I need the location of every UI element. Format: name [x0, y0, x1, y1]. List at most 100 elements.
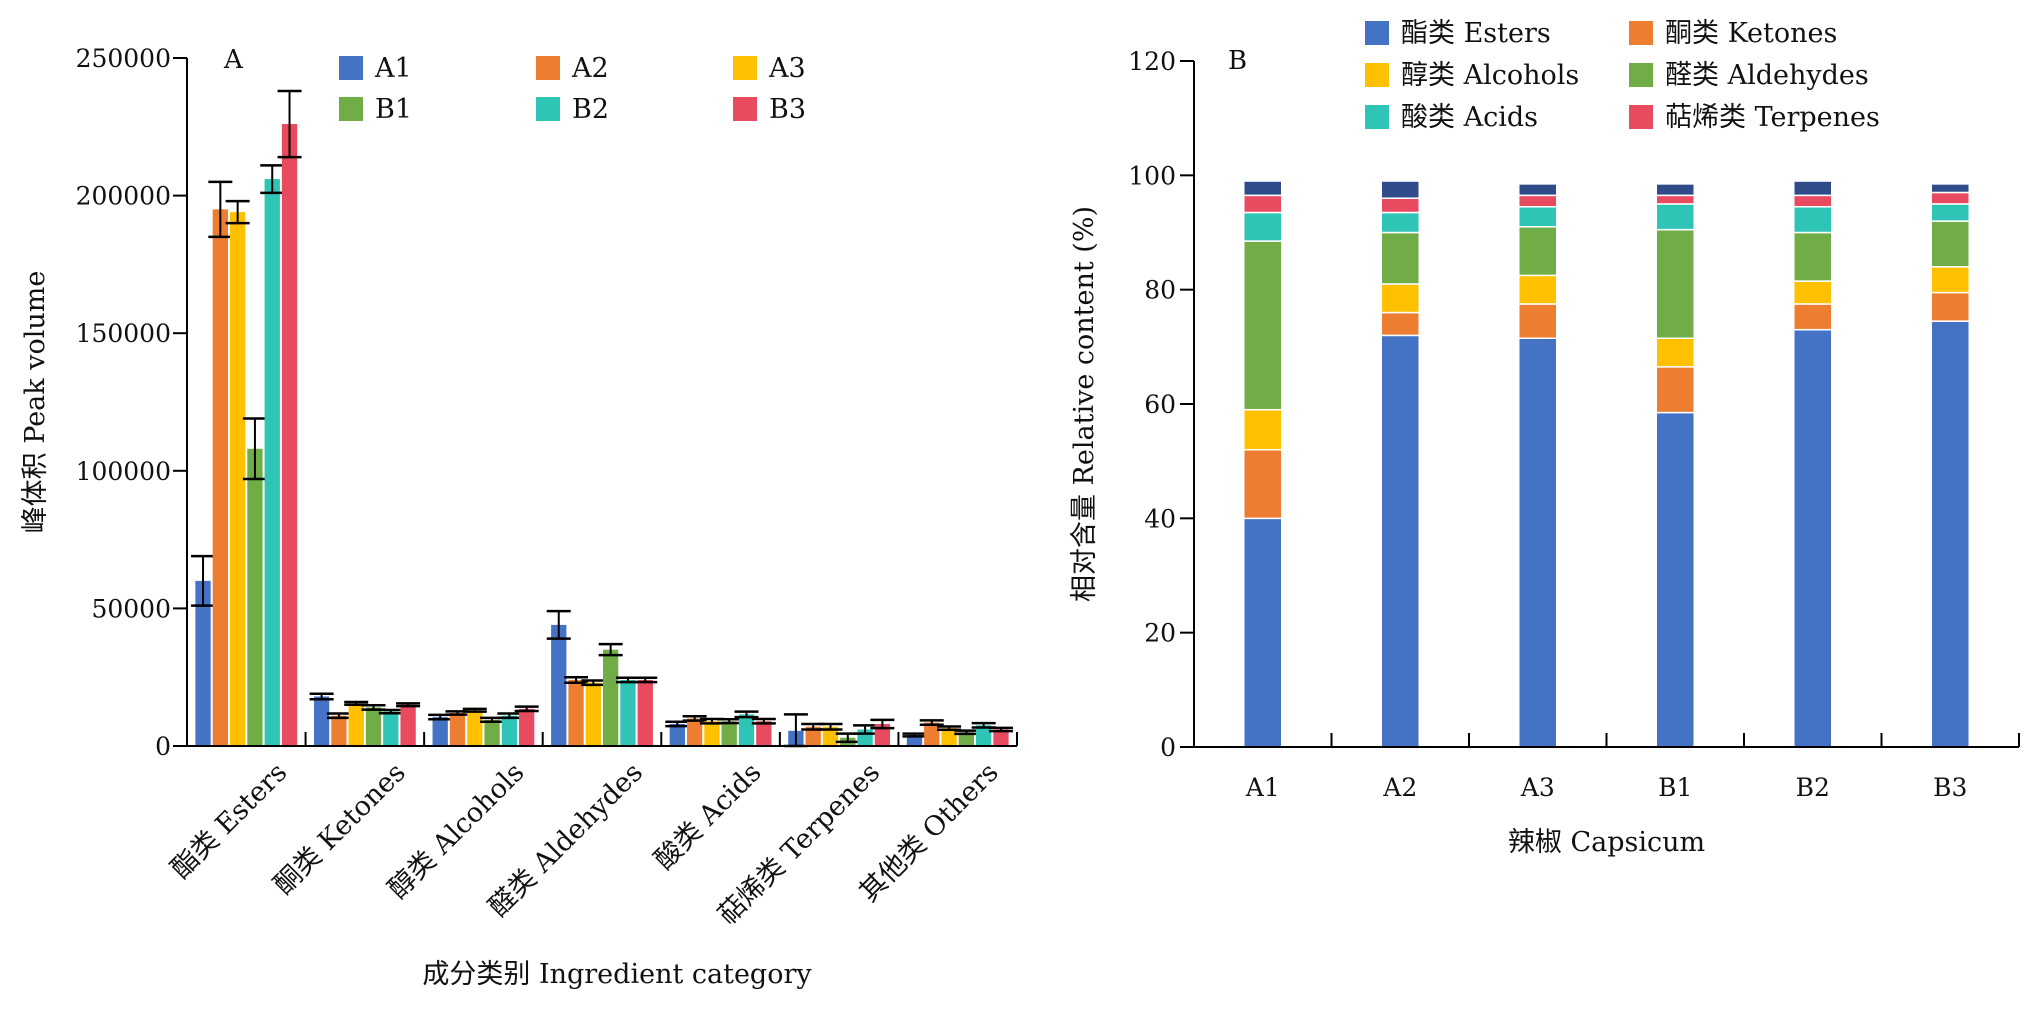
- stack-segment-b-1-3: [1380, 231, 1420, 285]
- bar-a-A3-6: [941, 728, 957, 746]
- bar-a-B1-1: [365, 707, 382, 746]
- stack-segment-b-2-2: [1518, 274, 1558, 305]
- stack-segment-b-3-0: [1655, 411, 1695, 748]
- x-axis-title-a: 成分类别 Ingredient category: [422, 959, 812, 990]
- bar-a-A3-5: [822, 726, 839, 746]
- bar-a-B2-0: [264, 179, 280, 746]
- stack-segment-b-1-5: [1380, 197, 1420, 214]
- bar-a-B3-5: [874, 723, 891, 746]
- legend-swatch-a: [536, 97, 560, 121]
- y-axis-title-b: 相对含量 Relative content (%): [1069, 206, 1100, 602]
- stack-segment-b-4-5: [1793, 194, 1833, 208]
- legend-label-a: A3: [768, 53, 806, 84]
- bar-a-A2-0: [212, 209, 228, 747]
- legend-label-b: 萜烯类 Terpenes: [1665, 102, 1880, 133]
- y-tick-label-b: 80: [1144, 276, 1176, 305]
- x-category-label-b: B2: [1796, 773, 1830, 802]
- bar-a-B2-3: [620, 679, 636, 746]
- bar-a-A3-4: [704, 721, 720, 746]
- stack-segment-b-2-1: [1518, 303, 1558, 340]
- bar-a-A1-6: [906, 734, 923, 746]
- y-tick-label-b: 40: [1144, 504, 1176, 533]
- bar-a-B2-4: [738, 714, 755, 746]
- stack-segment-b-2-5: [1518, 194, 1558, 208]
- bar-a-A2-4: [686, 718, 703, 746]
- bar-a-B2-2: [501, 715, 518, 746]
- panel-label-b: B: [1228, 46, 1247, 76]
- legend-label-a: B3: [769, 94, 806, 125]
- stack-segment-b-1-2: [1380, 283, 1420, 314]
- stack-segment-b-1-4: [1380, 211, 1420, 234]
- y-tick-label-b: 0: [1160, 733, 1176, 762]
- stack-segment-b-0-3: [1243, 240, 1283, 411]
- stack-segment-b-1-6: [1380, 180, 1420, 199]
- stack-segment-b-5-6: [1930, 183, 1970, 194]
- stack-segment-b-4-2: [1793, 280, 1833, 305]
- bar-a-B1-6: [958, 732, 975, 746]
- legend-swatch-a: [733, 56, 757, 80]
- bar-a-A2-5: [805, 726, 821, 746]
- stack-segment-b-4-0: [1793, 328, 1833, 748]
- stack-segment-b-0-1: [1243, 448, 1283, 520]
- legend-swatch-a: [536, 56, 560, 80]
- stack-segment-b-0-4: [1243, 211, 1283, 242]
- stack-segment-b-4-6: [1793, 180, 1833, 197]
- stack-segment-b-1-1: [1380, 311, 1420, 337]
- bar-a-A2-3: [568, 679, 584, 746]
- y-tick-label-b: 60: [1144, 390, 1176, 419]
- bar-a-B2-6: [976, 725, 992, 746]
- y-tick-label-a: 200000: [76, 182, 171, 211]
- stack-segment-b-3-6: [1655, 183, 1695, 197]
- stack-segment-b-5-0: [1930, 320, 1970, 748]
- legend-swatch-b: [1365, 21, 1389, 45]
- legend-label-b: 酸类 Acids: [1401, 102, 1538, 133]
- bar-a-A1-4: [669, 723, 685, 746]
- bar-a-A2-6: [924, 722, 940, 746]
- legend-swatch-b: [1365, 105, 1389, 129]
- legend-label-a: B1: [375, 94, 412, 125]
- x-axis-title-b: 辣椒 Capsicum: [1508, 827, 1705, 858]
- stack-segment-b-4-4: [1793, 206, 1833, 234]
- stack-segment-b-2-4: [1518, 206, 1558, 228]
- stack-segment-b-3-5: [1655, 194, 1695, 205]
- stack-segment-b-5-2: [1930, 266, 1970, 294]
- bar-a-A2-1: [331, 715, 347, 746]
- bar-a-A2-2: [449, 712, 466, 746]
- bar-a-B1-4: [721, 721, 737, 746]
- bar-a-B1-3: [603, 649, 619, 746]
- stack-segment-b-0-2: [1243, 408, 1283, 451]
- stack-segment-b-5-1: [1930, 291, 1970, 322]
- legend-label-b: 酯类 Esters: [1401, 18, 1551, 49]
- bar-a-A1-0: [195, 580, 211, 746]
- stack-segment-b-4-1: [1793, 303, 1833, 331]
- stack-segment-b-3-3: [1655, 228, 1695, 340]
- bar-a-B3-0: [281, 124, 298, 747]
- bar-a-B3-1: [400, 704, 416, 746]
- legend-label-a: A2: [571, 53, 609, 84]
- bar-a-B1-2: [484, 719, 500, 746]
- legend-label-a: A1: [374, 53, 412, 84]
- panel-b-chart: 0 20 40 60 80 100 120 A1 A2 A3 B1 B2 B3 辣椒 Capsicum 相对…: [1069, 18, 2020, 858]
- stack-segment-b-2-0: [1518, 337, 1558, 748]
- stack-segment-b-3-2: [1655, 337, 1695, 368]
- x-category-label-a: 酸类 Acids: [649, 757, 768, 876]
- legend-label-b: 醇类 Alcohols: [1401, 60, 1579, 91]
- stack-segment-b-2-3: [1518, 226, 1558, 277]
- bar-a-B3-3: [637, 679, 653, 746]
- stack-segment-b-0-6: [1243, 180, 1283, 197]
- legend-swatch-b: [1629, 105, 1653, 129]
- bar-a-B3-6: [993, 729, 1009, 746]
- x-category-label-b: A2: [1382, 773, 1417, 802]
- legend-swatch-a: [339, 56, 363, 80]
- y-axis-title-a: 峰体积 Peak volume: [20, 271, 51, 534]
- bar-a-A3-2: [467, 710, 483, 746]
- legend-label-b: 醛类 Aldehydes: [1665, 60, 1869, 91]
- bar-a-B3-4: [756, 721, 772, 746]
- bar-a-A3-0: [229, 212, 246, 746]
- stack-segment-b-2-6: [1518, 183, 1558, 197]
- bar-a-B3-2: [519, 708, 535, 746]
- x-category-label-b: A1: [1245, 773, 1280, 802]
- legend-swatch-a: [339, 97, 363, 121]
